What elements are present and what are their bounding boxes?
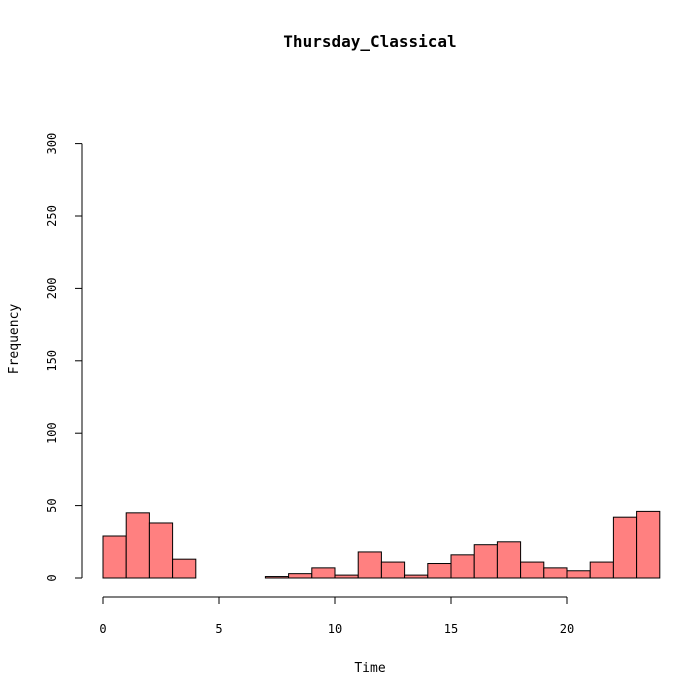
histogram-bar [125,512,150,579]
histogram-bar [427,563,452,579]
histogram-bar [473,544,498,579]
bars-group [102,510,661,579]
x-tick-label: 10 [328,622,342,636]
histogram-bar [148,522,174,579]
x-tick-label: 20 [560,622,574,636]
y-tick-label: 150 [45,350,59,372]
histogram-bar [288,573,313,579]
histogram-bar [311,567,336,579]
x-tick-label: 0 [99,622,106,636]
chart-title: Thursday_Classical [283,32,456,51]
histogram-bar [172,558,197,579]
histogram-bar [636,510,661,579]
histogram-bar [520,561,545,579]
x-tick-label: 15 [444,622,458,636]
histogram-bar [380,561,406,579]
y-axis: 0 50 100 150 200 250 300 [45,133,83,582]
histogram-bar [404,574,429,579]
y-tick-label: 100 [45,422,59,444]
histogram-bar [612,516,638,579]
histogram-bar [334,574,359,579]
y-tick-label: 0 [45,574,59,581]
y-tick-label: 200 [45,278,59,300]
y-tick-label: 250 [45,205,59,227]
y-tick-label: 50 [45,498,59,512]
x-tick-label: 5 [215,622,222,636]
histogram-bar [496,541,522,579]
x-axis: 0 5 10 15 20 [99,596,574,636]
histogram-bar [450,554,475,579]
histogram-bar [566,570,591,579]
x-axis-label: Time [354,661,385,676]
histogram-bar [102,535,127,579]
histogram-bar [357,551,382,579]
histogram-bar [543,567,568,579]
y-axis-label: Frequency [7,304,22,375]
histogram-bar [589,561,614,579]
y-tick-label: 300 [45,133,59,155]
histogram-bar [264,576,290,579]
